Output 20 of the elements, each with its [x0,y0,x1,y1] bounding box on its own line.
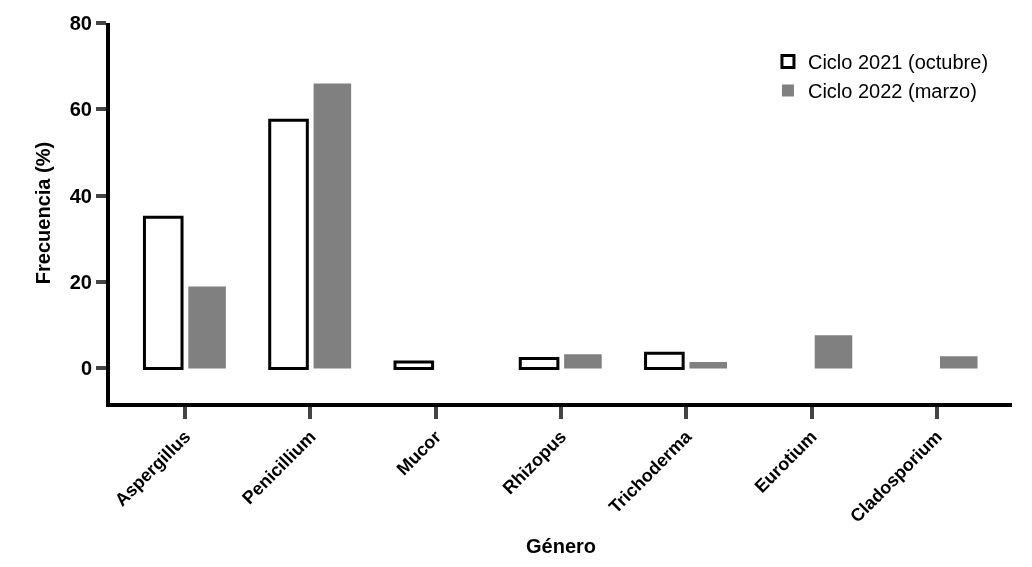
y-tick-label: 0 [80,357,92,380]
legend-label: Ciclo 2021 (octubre) [807,51,989,74]
bar [564,354,602,369]
bar [644,351,685,370]
bar [142,215,184,370]
bar [188,286,226,369]
bar [268,118,309,370]
bar [313,83,352,369]
y-tick-label: 80 [69,12,92,34]
y-tick-label: 40 [69,184,92,207]
bar [393,360,435,370]
bar [518,357,560,370]
bar [689,361,727,369]
x-axis-title: Género [525,535,597,558]
y-tick-label: 20 [69,271,92,294]
bar [939,356,978,369]
y-tick-label: 60 [69,98,92,121]
bar [814,335,853,369]
legend-label: Ciclo 2022 (marzo) [807,80,977,103]
y-axis-title: Frecuencia (%) [31,141,54,285]
